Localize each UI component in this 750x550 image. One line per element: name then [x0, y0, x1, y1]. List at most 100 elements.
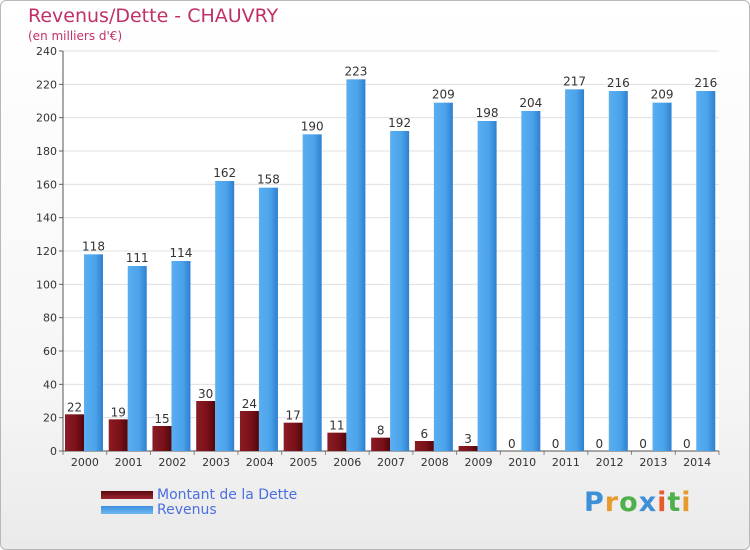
x-tick-label: 2002 — [158, 456, 186, 469]
data-label-debt: 22 — [67, 400, 82, 414]
x-tick-label: 2012 — [596, 456, 624, 469]
x-tick-label: 2000 — [71, 456, 99, 469]
y-tick-label: 220 — [36, 78, 57, 91]
bar-debt — [108, 419, 128, 451]
x-tick-label: 2004 — [246, 456, 274, 469]
x-tick-label: 2006 — [333, 456, 361, 469]
proxiti-logo: Proxiti — [584, 487, 692, 518]
bar-revenue — [215, 181, 235, 451]
y-tick-label: 20 — [43, 412, 57, 425]
data-label-revenue: 111 — [126, 251, 149, 265]
legend-item-revenue: Revenus — [101, 502, 217, 518]
bar-debt — [239, 411, 259, 451]
data-label-debt: 30 — [198, 387, 213, 401]
logo-letter: P — [584, 487, 605, 518]
y-tick-label: 80 — [43, 312, 57, 325]
data-label-revenue: 198 — [476, 106, 499, 120]
chart-subtitle: (en milliers d'€) — [28, 29, 123, 43]
bar-revenue — [346, 79, 366, 451]
legend-label-debt: Montant de la Dette — [157, 487, 298, 503]
data-label-debt: 0 — [595, 437, 603, 451]
legend-swatch-revenue — [101, 506, 153, 514]
bar-revenue — [652, 102, 672, 452]
bar-revenue — [696, 91, 716, 451]
data-label-debt: 11 — [329, 419, 344, 433]
y-tick-label: 240 — [36, 45, 57, 58]
data-label-debt: 0 — [508, 437, 516, 451]
x-tick-label: 2014 — [683, 456, 711, 469]
y-tick-label: 60 — [43, 345, 57, 358]
y-tick-label: 160 — [36, 178, 57, 191]
y-tick-label: 180 — [36, 145, 57, 158]
x-tick-label: 2013 — [639, 456, 667, 469]
bar-revenue — [521, 111, 541, 451]
data-label-debt: 15 — [154, 412, 169, 426]
data-label-debt: 0 — [683, 437, 691, 451]
data-label-revenue: 209 — [432, 88, 455, 102]
data-label-revenue: 223 — [344, 64, 367, 78]
legend-item-debt: Montant de la Dette — [101, 487, 297, 503]
bar-debt — [371, 437, 391, 451]
y-tick-label: 120 — [36, 245, 57, 258]
data-label-revenue: 209 — [651, 88, 674, 102]
bar-debt — [458, 446, 478, 451]
bar-debt — [152, 426, 172, 451]
data-label-revenue: 216 — [694, 76, 717, 90]
logo-letter: i — [657, 487, 668, 518]
data-label-debt: 19 — [111, 405, 126, 419]
bar-revenue — [565, 89, 585, 451]
data-label-revenue: 217 — [563, 74, 586, 88]
data-label-debt: 3 — [464, 432, 472, 446]
x-tick-label: 2003 — [202, 456, 230, 469]
legend-swatch-debt — [101, 491, 153, 499]
x-tick-label: 2010 — [508, 456, 536, 469]
bar-revenue — [302, 134, 322, 452]
data-label-debt: 24 — [242, 397, 257, 411]
bar-revenue — [258, 187, 278, 451]
x-tick-label: 2007 — [377, 456, 405, 469]
data-label-debt: 17 — [286, 409, 301, 423]
logo-letter: t — [667, 487, 682, 518]
bar-debt — [283, 422, 303, 451]
data-label-revenue: 204 — [519, 96, 542, 110]
data-label-debt: 0 — [639, 437, 647, 451]
logo-letter: r — [604, 487, 620, 518]
data-label-revenue: 158 — [257, 173, 280, 187]
x-tick-label: 2005 — [290, 456, 318, 469]
data-label-revenue: 118 — [82, 239, 105, 253]
bar-debt — [196, 401, 216, 451]
y-tick-label: 40 — [43, 378, 57, 391]
data-label-debt: 0 — [552, 437, 560, 451]
bar-debt — [414, 441, 434, 451]
data-label-debt: 8 — [377, 424, 385, 438]
y-tick-label: 200 — [36, 112, 57, 125]
bar-revenue — [608, 91, 628, 451]
bar-revenue — [84, 254, 103, 451]
data-label-revenue: 114 — [170, 246, 193, 260]
data-label-revenue: 192 — [388, 116, 411, 130]
logo-letter: o — [619, 487, 639, 518]
x-tick-label: 2001 — [115, 456, 143, 469]
legend-label-revenue: Revenus — [157, 502, 217, 518]
bar-debt — [327, 432, 347, 451]
chart-title: Revenus/Dette - CHAUVRY — [28, 5, 279, 27]
bar-revenue — [127, 266, 147, 451]
data-label-revenue: 162 — [213, 166, 236, 180]
logo-letter: i — [681, 487, 692, 518]
logo-letter: x — [638, 487, 658, 518]
y-tick-label: 140 — [36, 212, 57, 225]
bar-revenue — [477, 121, 497, 451]
data-label-revenue: 190 — [301, 119, 324, 133]
bar-revenue — [390, 131, 410, 451]
bar-revenue — [433, 102, 453, 452]
data-label-revenue: 216 — [607, 76, 630, 90]
x-tick-label: 2011 — [552, 456, 580, 469]
data-label-debt: 6 — [421, 427, 429, 441]
y-tick-label: 100 — [36, 278, 57, 291]
bar-debt — [65, 414, 84, 451]
bar-revenue — [171, 261, 191, 451]
x-tick-label: 2008 — [421, 456, 449, 469]
y-tick-label: 0 — [50, 445, 57, 458]
